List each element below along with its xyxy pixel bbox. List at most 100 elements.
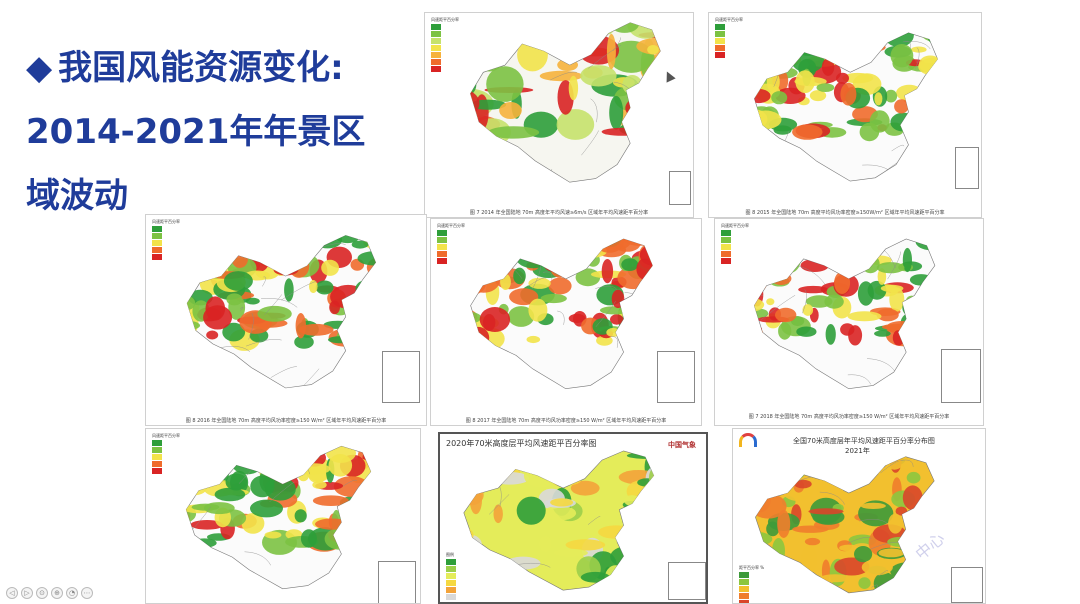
anomaly-patch bbox=[755, 456, 772, 461]
anomaly-patch bbox=[324, 528, 355, 550]
map-subtitle: 2021年 bbox=[845, 447, 870, 455]
anomaly-patch bbox=[876, 308, 899, 322]
anomaly-patch bbox=[471, 261, 492, 283]
anomaly-patch bbox=[313, 235, 343, 249]
anomaly-patch bbox=[622, 519, 654, 528]
anomaly-patch bbox=[369, 469, 371, 495]
anomaly-patch bbox=[463, 565, 476, 589]
anomaly-patch bbox=[754, 45, 784, 57]
anomaly-patch bbox=[470, 25, 483, 47]
anomaly-patch bbox=[940, 570, 950, 596]
map-legend: 图例 bbox=[446, 552, 456, 601]
anomaly-patch bbox=[888, 513, 903, 534]
map-2016[interactable]: 风速距平百分率 图 8 2016 年全国陆地 70m 高度平均风功率密度≥150… bbox=[145, 214, 427, 426]
legend-swatch bbox=[152, 447, 162, 453]
anomaly-patch bbox=[802, 239, 814, 252]
anomaly-patch bbox=[601, 259, 614, 284]
legend-title: 距平百分率 % bbox=[739, 565, 765, 570]
map-2021[interactable]: 全国70米高度层年平均风速距平百分率分布图 2021年 距平百分率 % 中心 bbox=[732, 428, 986, 604]
province-border bbox=[232, 376, 246, 381]
province-border bbox=[750, 99, 754, 107]
anomaly-patch bbox=[860, 502, 886, 509]
anomaly-patch bbox=[932, 321, 935, 335]
anomaly-patch bbox=[925, 297, 935, 305]
anomaly-patch bbox=[463, 521, 466, 544]
anomaly-patch bbox=[187, 446, 218, 458]
anomaly-patch bbox=[821, 58, 835, 76]
slide-nav-button-4[interactable]: ◔ bbox=[66, 587, 78, 599]
province-border bbox=[238, 580, 273, 589]
anomaly-patch bbox=[186, 484, 206, 496]
anomaly-patch bbox=[623, 239, 653, 246]
slide-nav-button-1[interactable]: ▷ bbox=[21, 587, 33, 599]
map-2019[interactable]: 风速距平百分率 bbox=[145, 428, 421, 604]
province-border bbox=[538, 169, 553, 183]
anomaly-patch bbox=[786, 461, 797, 485]
anomaly-patch bbox=[834, 557, 870, 576]
anomaly-patch bbox=[798, 285, 829, 294]
anomaly-patch bbox=[226, 293, 243, 306]
slide-nav-button-0[interactable]: ◁ bbox=[6, 587, 18, 599]
province-border bbox=[489, 494, 510, 515]
anomaly-patch bbox=[636, 310, 646, 336]
anomaly-patch bbox=[765, 581, 799, 588]
title-text-1: 我国风能资源变化: bbox=[58, 48, 344, 88]
anomaly-patch bbox=[463, 556, 496, 582]
slide-title-line-3: 域波动 bbox=[26, 176, 128, 216]
anomaly-patch bbox=[589, 596, 628, 603]
anomaly-patch bbox=[225, 473, 248, 491]
map-2018[interactable]: 风速距平百分率 图 7 2018 年全国陆地 70m 高度平均风功率密度≥150… bbox=[714, 218, 984, 426]
anomaly-patch bbox=[329, 300, 340, 315]
country-outline bbox=[463, 450, 655, 591]
anomaly-patch bbox=[654, 472, 671, 485]
anomaly-patch bbox=[526, 335, 541, 344]
anomaly-patch bbox=[800, 259, 829, 272]
anomaly-patch bbox=[918, 93, 936, 101]
province-border bbox=[542, 271, 553, 280]
anomaly-patch bbox=[824, 243, 853, 261]
anomaly-patch bbox=[463, 585, 488, 591]
anomaly-patch bbox=[222, 322, 246, 342]
anomaly-patch bbox=[470, 269, 500, 293]
anomaly-patch bbox=[565, 539, 606, 551]
anomaly-patch bbox=[777, 247, 801, 274]
anomaly-patch bbox=[763, 39, 774, 59]
province-border bbox=[880, 460, 899, 474]
map-2014[interactable]: 风速距平百分率 图 7 2014 年全国陆地 70m 高度年平均风速≥6m/s … bbox=[424, 12, 694, 218]
anomaly-patch bbox=[501, 239, 523, 247]
anomaly-patch bbox=[231, 451, 263, 475]
anomaly-patch bbox=[481, 577, 491, 591]
province-border bbox=[759, 366, 765, 376]
anomaly-patch bbox=[359, 310, 376, 322]
anomaly-patch bbox=[754, 54, 773, 63]
anomaly-patch bbox=[910, 112, 933, 122]
anomaly-patch bbox=[495, 258, 509, 276]
anomaly-patch bbox=[643, 480, 654, 499]
south-china-sea-inset bbox=[941, 349, 981, 403]
anomaly-patch bbox=[363, 483, 371, 495]
anomaly-patch bbox=[847, 311, 882, 322]
anomaly-patch bbox=[568, 313, 586, 323]
map-2017[interactable]: 风速距平百分率 图 8 2017 年全国陆地 70m 高度平均风功率密度≥150… bbox=[430, 218, 702, 426]
map-2015[interactable]: 风速距平百分率 图 8 2015 年全国陆地 70m 高度平均风功率密度≥150… bbox=[708, 12, 982, 218]
anomaly-patch bbox=[857, 281, 874, 306]
legend-swatch bbox=[437, 244, 447, 250]
province-border bbox=[800, 583, 830, 589]
anomaly-patch bbox=[358, 290, 376, 299]
anomaly-patch bbox=[934, 327, 935, 341]
anomaly-patch bbox=[539, 536, 552, 552]
anomaly-patch bbox=[842, 72, 874, 84]
anomaly-patch bbox=[884, 89, 898, 103]
anomaly-patch bbox=[464, 568, 489, 586]
slide-nav-button-5[interactable]: ⋯ bbox=[81, 587, 93, 599]
anomaly-patch bbox=[463, 525, 474, 546]
slide-nav-button-2[interactable]: ⊙ bbox=[36, 587, 48, 599]
anomaly-patch bbox=[298, 323, 334, 336]
anomaly-patch bbox=[485, 239, 517, 246]
slide-nav-button-3[interactable]: ⊕ bbox=[51, 587, 63, 599]
anomaly-patch bbox=[599, 306, 630, 315]
anomaly-patch bbox=[245, 297, 260, 305]
anomaly-patch bbox=[190, 476, 221, 486]
anomaly-patch bbox=[778, 322, 792, 340]
map-2020[interactable]: 2020年70米高度层平均风速距平百分率图 中国气象 图例 bbox=[438, 432, 708, 604]
